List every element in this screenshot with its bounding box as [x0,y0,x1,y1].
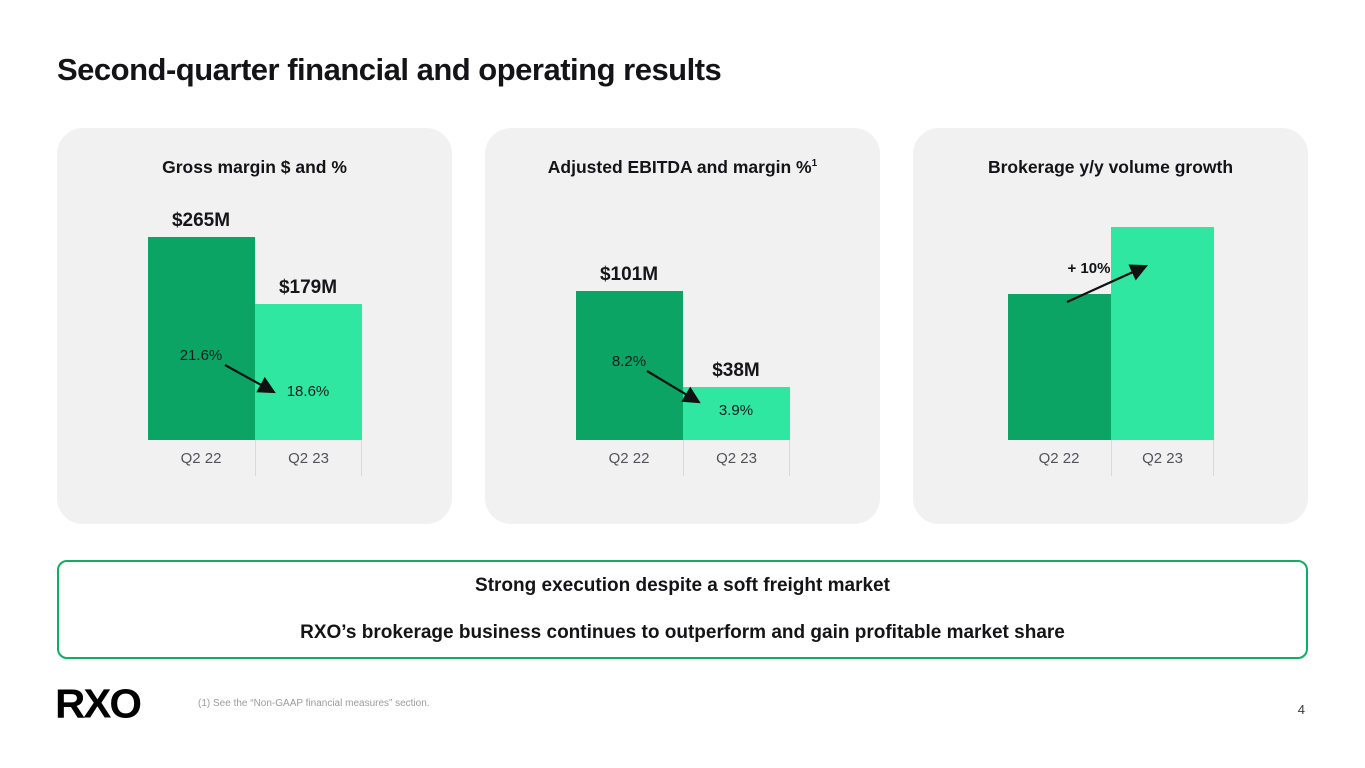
brokerage-volume-chart: + 10% Q2 22 Q2 23 [1007,227,1214,476]
key-message-box: Strong execution despite a soft freight … [57,560,1308,659]
gross-margin-panel: Gross margin $ and % $265M $179M 21.6% 1… [57,128,452,524]
page-title: Second-quarter financial and operating r… [57,52,722,87]
bar-column-q2-23 [1110,227,1214,440]
bar-q2-23 [254,304,362,440]
adjusted-ebitda-chart: $101M $38M 8.2% 3.9% [575,264,790,476]
margin-pct-label-q2-22: 8.2% [611,353,647,370]
margin-pct-label-q2-22: 21.6% [179,347,223,364]
rxo-logo: RXO [55,680,142,727]
bar-q2-22 [575,291,683,440]
margin-pct-label-q2-23: 18.6% [286,383,330,400]
bar-value-label: $101M [599,264,659,285]
bar-value-label: $265M [171,210,231,231]
bar-q2-22 [147,237,255,440]
category-axis: Q2 22 Q2 23 [1008,440,1214,476]
footnote-text: (1) See the “Non-GAAP financial measures… [198,698,430,709]
category-label-q2-22: Q2 22 [608,450,650,467]
bar-group: + 10% [1007,227,1214,440]
margin-pct-label-q2-23: 3.9% [718,402,754,419]
bar-column-q2-22: $101M [575,264,683,440]
bar-column-q2-22: $265M [147,210,255,440]
bar-column-q2-23: $38M [682,360,790,440]
category-label-q2-22: Q2 22 [1038,450,1080,467]
bar-value-label: $38M [712,360,760,381]
bar-column-q2-23: $179M [254,277,362,440]
category-axis: Q2 22 Q2 23 [576,440,790,476]
gross-margin-chart-title: Gross margin $ and % [57,157,452,178]
category-axis: Q2 22 Q2 23 [148,440,362,476]
adjusted-ebitda-chart-title: Adjusted EBITDA and margin %1 [485,157,880,178]
chart-panels-row: Gross margin $ and % $265M $179M 21.6% 1… [57,128,1308,524]
category-label-q2-22: Q2 22 [180,450,222,467]
bar-value-label: $179M [278,277,338,298]
page-number: 4 [1297,702,1305,717]
key-message-line-2: RXO’s brokerage business continues to ou… [300,622,1065,643]
footnote-marker: 1 [811,158,818,170]
bar-column-q2-22 [1007,294,1111,440]
category-label-q2-23: Q2 23 [1110,440,1214,476]
bar-group: $265M $179M 21.6% 18.6% [147,210,362,440]
bar-group: $101M $38M 8.2% 3.9% [575,264,790,440]
chart-title-text: Adjusted EBITDA and margin % [547,157,812,177]
adjusted-ebitda-panel: Adjusted EBITDA and margin %1 $101M $38M… [485,128,880,524]
category-label-q2-23: Q2 23 [254,440,362,476]
growth-pct-label: + 10% [1067,260,1111,277]
category-label-q2-23: Q2 23 [682,440,790,476]
key-message-line-1: Strong execution despite a soft freight … [475,575,890,596]
brokerage-volume-chart-title: Brokerage y/y volume growth [913,157,1308,178]
brokerage-volume-panel: Brokerage y/y volume growth + 10% [913,128,1308,524]
bar-q2-22 [1007,294,1111,440]
bar-q2-23 [682,387,790,440]
gross-margin-chart: $265M $179M 21.6% 18.6% [147,210,362,476]
chart-title-text: Brokerage y/y volume growth [987,157,1234,177]
chart-title-text: Gross margin $ and % [162,157,347,177]
bar-q2-23 [1110,227,1214,440]
